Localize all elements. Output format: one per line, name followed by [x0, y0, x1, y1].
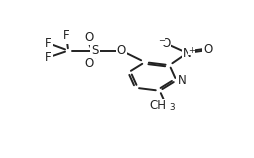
- Text: −: −: [158, 36, 165, 45]
- Text: O: O: [161, 37, 170, 50]
- Text: F: F: [45, 37, 52, 50]
- Text: F: F: [63, 30, 70, 43]
- Text: O: O: [84, 31, 93, 44]
- Text: O: O: [84, 58, 93, 70]
- Text: O: O: [117, 44, 126, 57]
- Text: N: N: [183, 46, 192, 60]
- Text: O: O: [203, 43, 213, 56]
- Text: CH: CH: [150, 99, 167, 112]
- Text: +: +: [188, 46, 195, 55]
- Text: S: S: [91, 44, 99, 57]
- Text: 3: 3: [169, 103, 175, 112]
- Text: N: N: [177, 74, 186, 87]
- Text: F: F: [45, 51, 52, 64]
